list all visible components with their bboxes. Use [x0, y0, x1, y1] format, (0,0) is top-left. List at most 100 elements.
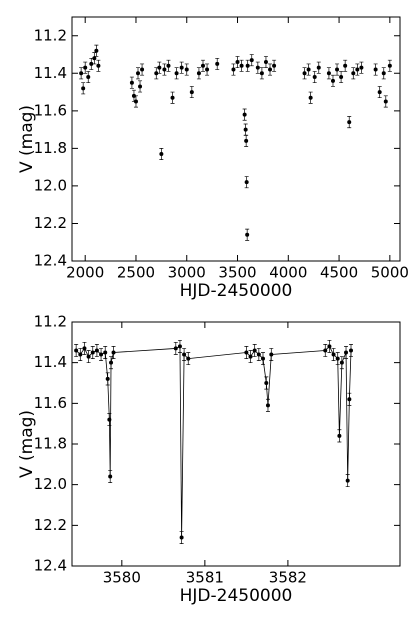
data-point	[108, 474, 113, 479]
data-point	[111, 350, 116, 355]
data-point	[355, 67, 360, 72]
y-tick-label: 12.0	[34, 176, 67, 194]
data-point	[326, 71, 331, 76]
data-point	[260, 356, 265, 361]
data-point	[344, 350, 349, 355]
data-point	[383, 99, 388, 104]
y-tick-label: 11.4	[34, 64, 67, 82]
data-point	[387, 63, 392, 68]
data-point	[177, 344, 182, 349]
data-point	[86, 75, 91, 80]
data-point	[90, 350, 95, 355]
data-point	[381, 71, 386, 76]
data-point	[265, 403, 270, 408]
data-point	[79, 71, 84, 76]
x-tick-label: 4500	[320, 264, 358, 282]
x-tick-label: 3000	[168, 264, 206, 282]
data-point	[335, 67, 340, 72]
data-point	[157, 65, 162, 70]
data-point	[269, 352, 274, 357]
data-point	[162, 67, 167, 72]
data-point	[107, 417, 112, 422]
data-point	[166, 63, 171, 68]
light-curve	[75, 345, 352, 538]
data-point	[312, 75, 317, 80]
y-tick-label: 11.4	[34, 353, 67, 371]
data-point	[231, 67, 236, 72]
data-point	[306, 67, 311, 72]
data-point	[263, 60, 268, 65]
x-tick-label: 3500	[218, 264, 256, 282]
data-point	[174, 71, 179, 76]
data-point	[337, 433, 342, 438]
y-axis-label: V (mag)	[17, 410, 37, 478]
data-point	[351, 71, 356, 76]
data-point	[215, 61, 220, 66]
data-point	[243, 127, 248, 132]
data-point	[138, 84, 143, 89]
data-point	[239, 63, 244, 68]
data-point	[252, 348, 257, 353]
x-tick-label: 5000	[371, 264, 409, 282]
data-point	[179, 535, 184, 540]
data-point	[327, 344, 332, 349]
data-point	[345, 478, 350, 483]
data-point	[109, 360, 114, 365]
data-point	[339, 75, 344, 80]
data-point	[343, 63, 348, 68]
data-point	[86, 354, 91, 359]
data-point	[154, 71, 159, 76]
data-point	[81, 86, 86, 91]
data-point	[140, 67, 145, 72]
data-point	[244, 180, 249, 185]
x-tick-label: 3581	[186, 569, 224, 587]
data-point	[99, 352, 104, 357]
plot-frame	[71, 16, 401, 262]
y-tick-label: 12.2	[34, 214, 67, 232]
data-point	[308, 95, 313, 100]
data-point	[323, 348, 328, 353]
data-point	[179, 65, 184, 70]
data-point	[259, 71, 264, 76]
data-point	[256, 352, 261, 357]
data-point	[78, 352, 83, 357]
y-tick-label: 11.2	[34, 313, 67, 331]
y-tick-label: 12.4	[34, 557, 67, 575]
data-point	[244, 350, 249, 355]
data-point	[245, 63, 250, 68]
data-point	[200, 63, 205, 68]
data-point	[186, 356, 191, 361]
data-point	[89, 61, 94, 66]
data-point	[316, 65, 321, 70]
data-point	[373, 67, 378, 72]
data-point	[74, 348, 79, 353]
data-point	[255, 65, 260, 70]
data-point	[248, 354, 253, 359]
y-tick-label: 11.6	[34, 394, 67, 412]
data-point	[105, 376, 110, 381]
data-point	[196, 71, 201, 76]
data-point	[349, 348, 354, 353]
data-point	[330, 78, 335, 83]
data-point	[245, 232, 250, 237]
x-tick-label: 2500	[117, 264, 155, 282]
data-point	[170, 95, 175, 100]
data-point	[268, 67, 273, 72]
y-axis-label: V (mag)	[17, 105, 37, 173]
y-tick-label: 12.0	[34, 475, 67, 493]
data-point	[133, 99, 138, 104]
data-point	[173, 346, 178, 351]
x-tick-label: 4000	[269, 264, 307, 282]
data-point	[94, 348, 99, 353]
data-point	[189, 90, 194, 95]
data-point	[159, 152, 164, 157]
data-point	[96, 63, 101, 68]
data-point	[347, 120, 352, 125]
y-tick-label: 12.4	[34, 252, 67, 270]
data-point	[335, 356, 340, 361]
data-point	[131, 93, 136, 98]
data-point	[136, 71, 141, 76]
y-tick-label: 11.6	[34, 101, 67, 119]
y-tick-label: 11.8	[34, 435, 67, 453]
